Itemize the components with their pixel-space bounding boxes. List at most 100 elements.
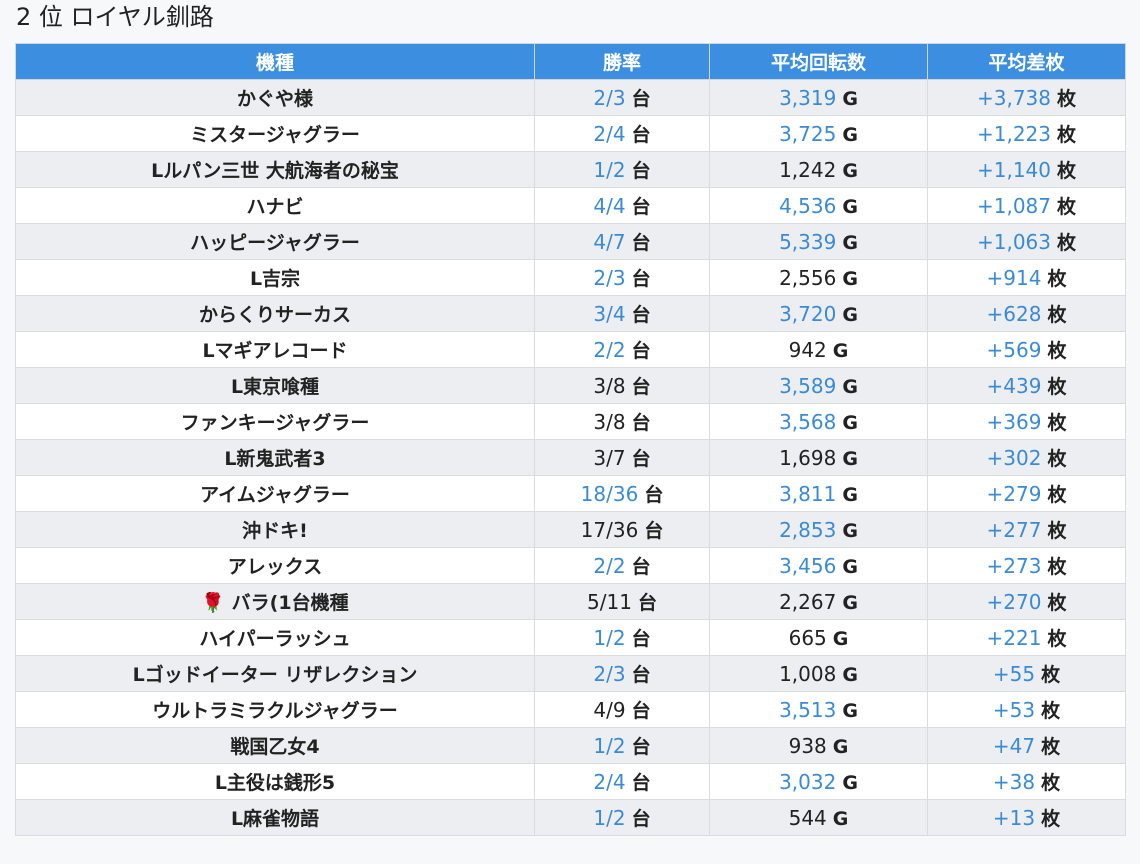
avg-diff-value: +55 (992, 662, 1036, 686)
avg-spins-cell: 3,725 G (709, 115, 928, 152)
table-row: ファンキージャグラー 3/8 台 3,568 G +369 枚 (15, 403, 1126, 440)
avg-diff-cell: +1,140 枚 (927, 151, 1126, 188)
win-rate-value: 3/7 (593, 446, 626, 470)
ranking-table: 機種 勝率 平均回転数 平均差枚 かぐや様 2/3 台 3,319 G +3,738 枚ミス… (15, 43, 1126, 836)
avg-diff-value: +914 (986, 266, 1042, 290)
avg-diff-unit: 枚 (1047, 484, 1067, 506)
win-rate-cell: 2/2 台 (534, 547, 710, 584)
avg-spins-cell: 2,853 G (709, 511, 928, 548)
machine-name: Lゴッドイーター リザレクション (132, 664, 418, 686)
avg-spins-value: 2,556 (779, 265, 837, 290)
machine-name-cell: Lゴッドイーター リザレクション (15, 655, 535, 692)
win-rate-unit: 台 (631, 664, 651, 686)
header-win-rate[interactable]: 勝率 (534, 43, 710, 80)
win-rate-value: 5/11 (587, 590, 632, 614)
avg-diff-value: +302 (986, 446, 1042, 470)
machine-name: ミスタージャグラー (190, 124, 360, 146)
machine-name-cell: L東京喰種 (15, 367, 535, 404)
win-rate-cell: 4/7 台 (534, 223, 710, 260)
avg-diff-cell: +1,223 枚 (927, 115, 1126, 152)
win-rate-value: 4/9 (593, 698, 626, 722)
avg-spins-cell: 544 G (709, 799, 928, 836)
machine-name: L東京喰種 (230, 376, 320, 398)
machine-name-cell: L主役は銭形5 (15, 763, 535, 800)
win-rate-value: 2/2 (593, 554, 626, 578)
avg-diff-unit: 枚 (1047, 448, 1067, 470)
avg-diff-cell: +273 枚 (927, 547, 1126, 584)
win-rate-cell: 5/11 台 (534, 583, 710, 620)
avg-diff-unit: 枚 (1041, 808, 1061, 830)
machine-name: L吉宗 (249, 268, 301, 290)
table-row: ミスタージャグラー 2/4 台 3,725 G +1,223 枚 (15, 115, 1126, 152)
machine-name: ハイパーラッシュ (199, 628, 351, 650)
machine-name-cell: 沖ドキ! (15, 511, 535, 548)
avg-spins-cell: 1,008 G (709, 655, 928, 692)
machine-name-cell: からくりサーカス (15, 295, 535, 332)
avg-diff-unit: 枚 (1047, 556, 1067, 578)
avg-diff-unit: 枚 (1057, 160, 1077, 182)
win-rate-unit: 台 (637, 592, 657, 614)
header-avg-spins[interactable]: 平均回転数 (709, 43, 928, 80)
avg-diff-value: +47 (992, 734, 1036, 758)
avg-spins-cell: 3,811 G (709, 475, 928, 512)
machine-name: かぐや様 (236, 88, 313, 110)
win-rate-unit: 台 (631, 772, 651, 794)
avg-spins-unit: G (842, 303, 858, 326)
win-rate-cell: 4/4 台 (534, 187, 710, 224)
avg-spins-value: 2,853 (779, 517, 837, 542)
table-row: 🌹 バラ(1台機種 5/11 台 2,267 G +270 枚 (15, 583, 1126, 620)
avg-diff-unit: 枚 (1047, 376, 1067, 398)
avg-diff-unit: 枚 (1041, 664, 1061, 686)
table-row: からくりサーカス 3/4 台 3,720 G +628 枚 (15, 295, 1126, 332)
avg-diff-unit: 枚 (1057, 124, 1077, 146)
machine-name: Lマギアレコード (202, 340, 348, 362)
win-rate-value: 2/4 (593, 770, 626, 794)
win-rate-unit: 台 (631, 232, 651, 254)
win-rate-cell: 1/2 台 (534, 151, 710, 188)
win-rate-value: 1/2 (593, 806, 626, 830)
table-row: ハイパーラッシュ 1/2 台 665 G +221 枚 (15, 619, 1126, 656)
win-rate-unit: 台 (631, 412, 651, 434)
machine-name-cell: ハイパーラッシュ (15, 619, 535, 656)
win-rate-cell: 2/4 台 (534, 763, 710, 800)
win-rate-value: 1/2 (593, 626, 626, 650)
header-row: 機種 勝率 平均回転数 平均差枚 (15, 43, 1126, 80)
machine-name: ハナビ (246, 196, 304, 218)
table-row: L麻雀物語 1/2 台 544 G +13 枚 (15, 799, 1126, 836)
machine-name-cell: アイムジャグラー (15, 475, 535, 512)
machine-name: Lルパン三世 大航海者の秘宝 (151, 160, 399, 182)
machine-name-cell: ウルトラミラクルジャグラー (15, 691, 535, 728)
header-machine[interactable]: 機種 (15, 43, 535, 80)
avg-diff-value: +1,087 (976, 194, 1051, 218)
avg-diff-cell: +569 枚 (927, 331, 1126, 368)
win-rate-value: 4/4 (593, 194, 626, 218)
avg-spins-value: 5,339 (779, 229, 837, 254)
win-rate-value: 2/3 (593, 86, 626, 110)
avg-spins-value: 942 (788, 337, 827, 362)
header-avg-diff[interactable]: 平均差枚 (927, 43, 1126, 80)
win-rate-value: 1/2 (593, 158, 626, 182)
avg-diff-cell: +279 枚 (927, 475, 1126, 512)
win-rate-unit: 台 (644, 520, 664, 542)
avg-diff-unit: 枚 (1047, 520, 1067, 542)
avg-spins-cell: 938 G (709, 727, 928, 764)
avg-spins-cell: 665 G (709, 619, 928, 656)
avg-diff-value: +53 (992, 698, 1036, 722)
avg-diff-cell: +628 枚 (927, 295, 1126, 332)
avg-diff-value: +273 (986, 554, 1042, 578)
table-header: 機種 勝率 平均回転数 平均差枚 (15, 43, 1126, 80)
win-rate-value: 2/2 (593, 338, 626, 362)
avg-spins-value: 4,536 (779, 193, 837, 218)
win-rate-value: 17/36 (580, 518, 639, 542)
avg-diff-cell: +270 枚 (927, 583, 1126, 620)
avg-spins-value: 938 (788, 733, 827, 758)
avg-spins-cell: 2,267 G (709, 583, 928, 620)
machine-name: アレックス (227, 556, 323, 578)
avg-diff-unit: 枚 (1057, 88, 1077, 110)
avg-spins-unit: G (842, 483, 858, 506)
win-rate-unit: 台 (631, 304, 651, 326)
avg-spins-value: 3,032 (779, 769, 837, 794)
avg-diff-value: +1,140 (976, 158, 1051, 182)
win-rate-unit: 台 (631, 124, 651, 146)
